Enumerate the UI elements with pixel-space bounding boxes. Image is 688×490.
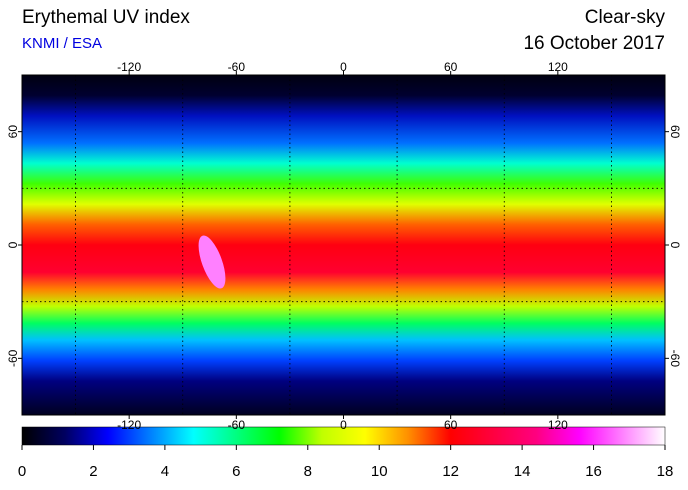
colorbar-tick-label: 8 (304, 463, 312, 480)
grid (22, 75, 665, 415)
lat-tick-label: -60 (6, 349, 20, 367)
lon-tick-label: -60 (228, 60, 246, 74)
lat-tick-label: 0 (668, 242, 682, 249)
lon-tick-label: 60 (444, 60, 458, 74)
lon-tick-label: 120 (548, 418, 568, 432)
colorbar-tick-label: 4 (161, 463, 169, 480)
lat-tick-label: 60 (6, 125, 20, 139)
colorbar-tick-label: 14 (514, 463, 531, 480)
lon-tick-label: 60 (444, 418, 458, 432)
colorbar-tick-label: 2 (89, 463, 97, 480)
source: KNMI / ESA (22, 35, 102, 52)
date: 16 October 2017 (523, 33, 665, 54)
colorbar-tick-label: 16 (585, 463, 602, 480)
colorbar-tick-label: 12 (442, 463, 459, 480)
lon-tick-label: -60 (228, 418, 246, 432)
lon-tick-label: 0 (340, 418, 347, 432)
andes-high-uv (198, 235, 226, 289)
colorbar-tick-label: 18 (657, 463, 674, 480)
colorbar (21, 426, 666, 446)
lon-tick-label: -120 (117, 418, 141, 432)
lat-tick-label: 0 (6, 241, 20, 248)
colorbar-tick-label: 0 (18, 463, 26, 480)
lon-tick-label: 0 (340, 60, 347, 74)
uv-field (22, 75, 665, 415)
title: Erythemal UV index (22, 7, 190, 28)
product: Clear-sky (585, 7, 666, 28)
colorbar-tick-label: 10 (371, 463, 388, 480)
lat-tick-label: -60 (668, 350, 682, 368)
lon-tick-label: -120 (117, 60, 141, 74)
lat-tick-label: 60 (668, 125, 682, 139)
lon-tick-label: 120 (548, 60, 568, 74)
colorbar-tick-label: 6 (232, 463, 240, 480)
